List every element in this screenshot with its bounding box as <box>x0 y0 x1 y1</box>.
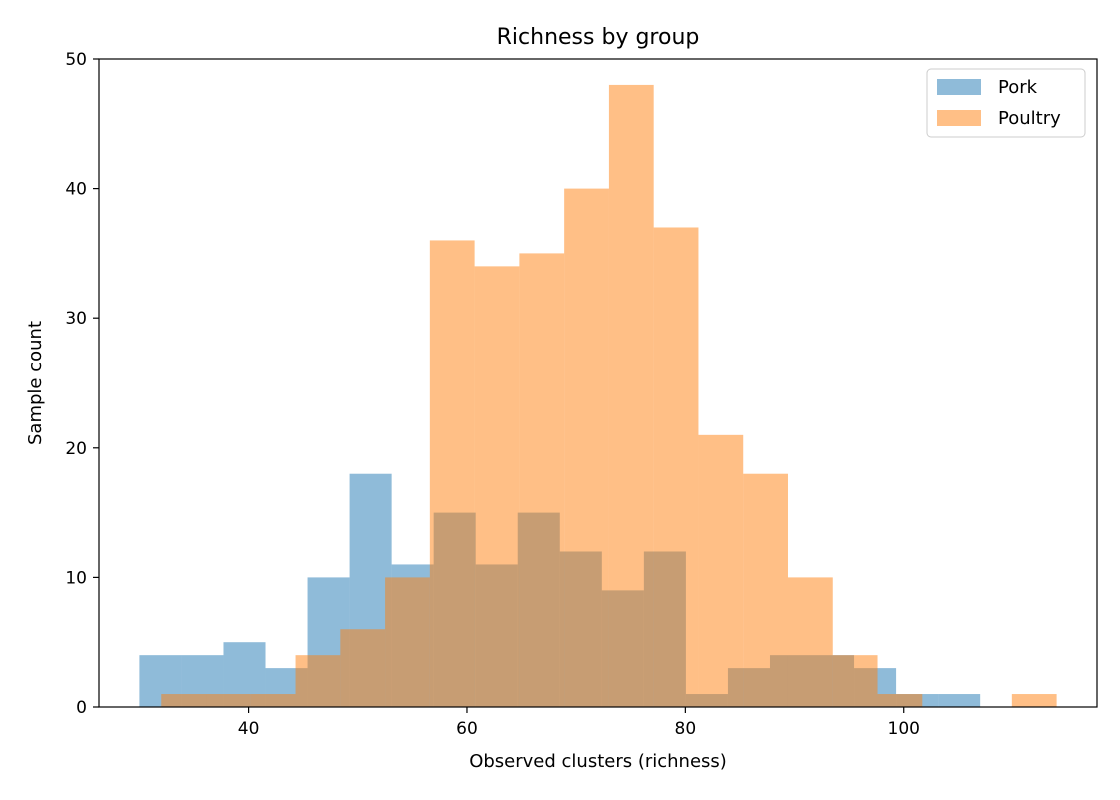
poultry-bar-6 <box>429 240 475 707</box>
y-axis-ticks: 0 10 20 30 40 50 <box>65 50 99 718</box>
poultry-bar-15 <box>832 655 878 707</box>
x-axis-ticks: 40 60 80 100 <box>238 707 920 739</box>
legend: Pork Poultry <box>926 68 1086 138</box>
legend-swatch-pork <box>937 79 981 95</box>
poultry-bar-2 <box>250 694 296 707</box>
poultry-bar-12 <box>698 434 744 707</box>
x-tick-label-40: 40 <box>238 719 260 739</box>
poultry-bar-10 <box>608 84 654 708</box>
poultry-bar-3 <box>295 655 341 707</box>
poultry-bar-7 <box>474 266 520 707</box>
y-tick-label-10: 10 <box>65 568 87 588</box>
poultry-bar-1 <box>206 694 251 707</box>
poultry-bar-9 <box>564 188 609 708</box>
poultry-bar-14 <box>787 577 833 707</box>
x-axis-title: Observed clusters (richness) <box>469 751 727 772</box>
x-tick-label-80: 80 <box>675 719 697 739</box>
poultry-bar-11 <box>653 227 699 708</box>
poultry-bar-13 <box>743 473 788 707</box>
y-tick-label-30: 30 <box>65 309 87 329</box>
y-tick-label-20: 20 <box>65 439 87 459</box>
x-tick-label-60: 60 <box>456 719 478 739</box>
poultry-bar-19 <box>1011 694 1057 707</box>
pork-bar-19 <box>938 694 981 707</box>
legend-label-poultry: Poultry <box>998 108 1061 129</box>
legend-swatch-poultry <box>937 110 981 126</box>
y-tick-label-0: 0 <box>76 698 87 718</box>
poultry-bar-4 <box>340 629 386 707</box>
bars-layer <box>139 84 1057 708</box>
x-tick-label-100: 100 <box>888 719 920 739</box>
legend-label-pork: Pork <box>998 77 1038 98</box>
plot-frame <box>98 58 1098 708</box>
y-tick-label-40: 40 <box>65 180 87 200</box>
chart-title: Richness by group <box>497 25 700 50</box>
poultry-bar-8 <box>519 253 565 707</box>
y-tick-label-50: 50 <box>65 50 87 70</box>
y-axis-title: Sample count <box>25 321 46 445</box>
poultry-bar-16 <box>877 694 923 707</box>
poultry-bar-0 <box>161 694 207 707</box>
poultry-bar-5 <box>385 577 430 707</box>
